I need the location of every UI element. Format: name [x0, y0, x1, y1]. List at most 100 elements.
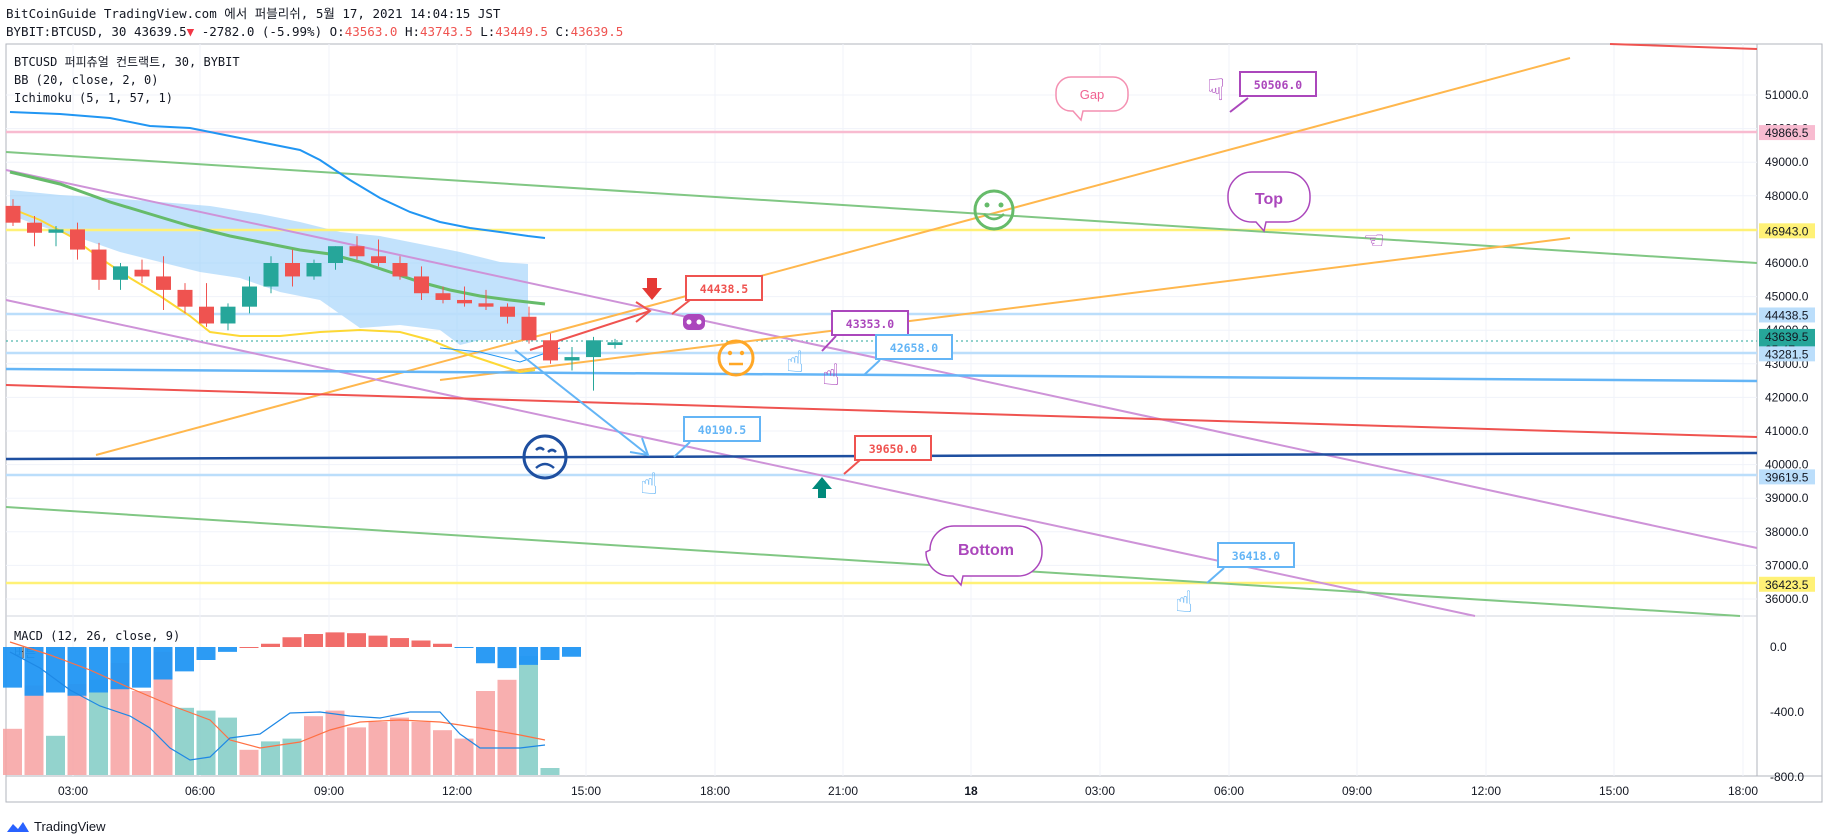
callout-39650[interactable] [854, 435, 932, 461]
time-tick: 12:00 [1471, 784, 1501, 798]
price-tag: 36423.5 [1765, 578, 1809, 592]
macd-histogram-bar [153, 647, 173, 680]
macd-histogram-bar [304, 634, 323, 647]
lagging-line [439, 347, 561, 363]
price-tick: 36000.0 [1765, 592, 1809, 606]
macd-volume-bar [368, 721, 388, 775]
price-change: -2782.0 (-5.99%) [201, 24, 323, 39]
macd-volume-bar [411, 721, 431, 775]
callout-36418-text: 36418.0 [1232, 549, 1281, 563]
bottom-bubble[interactable]: Bottom [925, 525, 1043, 587]
price-tag: 43639.5 [1765, 330, 1809, 344]
pointing-hand-icon-purple: ☝ [822, 358, 840, 393]
time-tick: 03:00 [58, 784, 88, 798]
macd-volume-bar [540, 768, 560, 775]
candle-body [220, 306, 236, 324]
macd-signal-line [9, 641, 546, 749]
price-tag: 43281.5 [1765, 347, 1809, 361]
green-up-arrow-icon [812, 477, 832, 498]
price-tick: 46000.0 [1765, 256, 1809, 270]
candle-body [457, 299, 472, 304]
time-axis[interactable]: 03:00 06:00 09:00 12:00 15:00 18:00 21:00 18 03:… [58, 784, 1758, 798]
callout-43353[interactable] [831, 310, 909, 336]
macd-histogram-bar [67, 647, 87, 696]
macd-volume-bar [196, 710, 216, 775]
confused-face-icon [522, 434, 568, 480]
macd-histogram-bar [24, 647, 44, 696]
candle-body [285, 263, 300, 277]
candle-body [521, 316, 537, 341]
candle-body [48, 229, 64, 233]
price-tag: 44438.5 [1765, 308, 1809, 322]
price-tag-bg [1759, 125, 1815, 141]
callout-50506[interactable] [1239, 71, 1317, 97]
candle-body [392, 263, 408, 277]
callout-42658[interactable] [875, 334, 953, 360]
open-label: O: [329, 24, 345, 39]
macd-volume-bar [153, 651, 173, 775]
price-tick: 49000.0 [1765, 155, 1809, 169]
price-tick: 37000.0 [1765, 558, 1809, 572]
macd-volume-bar [175, 707, 194, 775]
footer: TradingView [6, 819, 106, 834]
price-axis[interactable]: 51000.050000.049000.048000.047000.046000… [1759, 87, 1815, 606]
trendline-red-lower [5, 384, 1758, 438]
macd-tick: 0.0 [1770, 640, 1787, 654]
trendline-green-lower [5, 506, 1741, 617]
bottom-bubble-text: Bottom [958, 542, 1014, 559]
macd-lines [9, 641, 546, 761]
top-bubble[interactable]: Top [1227, 171, 1311, 233]
red-down-arrow-icon [642, 278, 662, 300]
macd-histogram-bar [132, 647, 151, 688]
price-tick: 42000.0 [1765, 390, 1809, 404]
callout-44438[interactable] [685, 275, 763, 301]
projection-arrows [514, 278, 832, 498]
macd-histogram-bar [390, 638, 409, 647]
macd-histogram-bar [175, 647, 194, 672]
candle-body [435, 293, 451, 300]
time-tick: 18:00 [1728, 784, 1758, 798]
macd-line [9, 651, 546, 761]
macd-volume-bar [24, 685, 44, 775]
time-tick: 09:00 [1342, 784, 1372, 798]
callout-40190[interactable] [683, 416, 761, 442]
price-tag: 49866.5 [1765, 126, 1809, 140]
trendline-green-upper [5, 151, 1758, 264]
candle-body [478, 303, 494, 307]
macd-volume-bar [89, 679, 108, 775]
footer-brand[interactable]: TradingView [34, 819, 106, 834]
macd-histogram-bar [282, 637, 302, 647]
callout-36418[interactable] [1217, 542, 1295, 568]
macd-volume-bar [433, 730, 452, 775]
macd-histogram-bar [540, 647, 560, 660]
candle-body [607, 342, 623, 345]
price-callouts[interactable]: 50506.0 44438.5 43353.0 42658.0 40190.5 … [671, 71, 1317, 587]
price-tick: 45000.0 [1765, 290, 1809, 304]
time-tick: 09:00 [314, 784, 344, 798]
projection-arrow-down [514, 349, 649, 456]
macd-histogram-bar [325, 632, 345, 647]
macd-histogram-bar [218, 647, 237, 652]
smile-icon [973, 189, 1015, 231]
macd-volume-bar [454, 738, 474, 775]
macd-volume-bar [497, 679, 517, 775]
macd-histogram-bar [347, 633, 366, 647]
candle-body [564, 357, 580, 361]
price-tick: 39000.0 [1765, 491, 1809, 505]
macd-axis[interactable]: 0.0 -400.0 -800.0 [1770, 640, 1804, 784]
pointing-hand-icon-bottom: ☝ [1175, 585, 1193, 620]
chart-frame [5, 43, 1823, 803]
high-label: H: [404, 24, 420, 39]
macd-volume-bar [519, 656, 538, 775]
macd-volume-bar [476, 691, 495, 775]
grid [6, 44, 1757, 776]
price-tick: 40000.0 [1765, 458, 1809, 472]
macd-tick: -800.0 [1770, 770, 1804, 784]
candle-body [199, 306, 214, 324]
legend-title: BTCUSD 퍼피츄얼 컨트랙트, 30, BYBIT [14, 55, 240, 69]
macd-histogram-bar [519, 647, 538, 665]
gap-bubble[interactable]: Gap [1055, 76, 1129, 122]
macd-volume-bar [282, 738, 302, 775]
legend-macd: MACD (12, 26, close, 9) [14, 629, 180, 643]
